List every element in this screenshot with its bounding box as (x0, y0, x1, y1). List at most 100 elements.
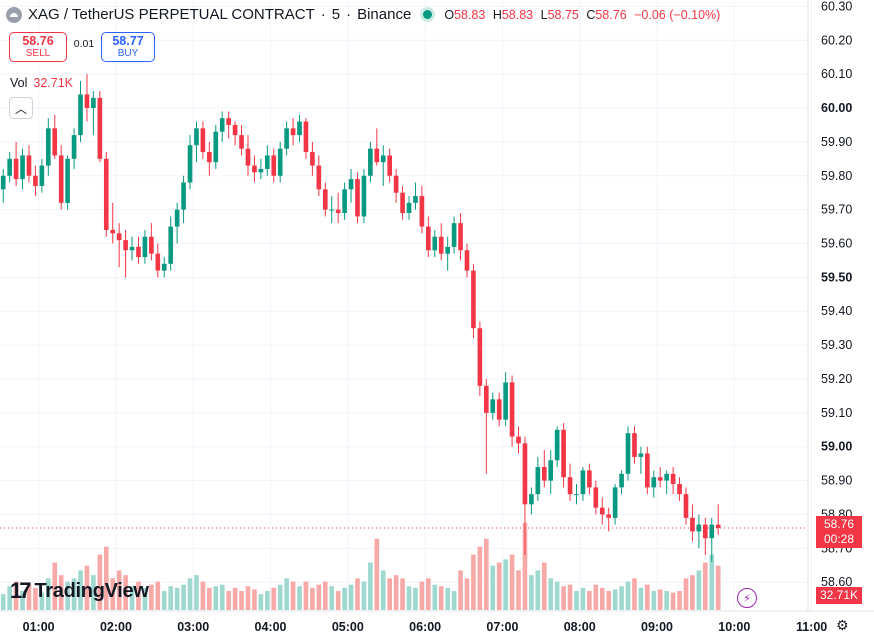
volume-bar (45, 578, 51, 610)
volume-bar (548, 578, 554, 610)
candle-body (438, 236, 444, 254)
tradingview-logo[interactable]: 17 TradingView (10, 578, 149, 604)
volume-bar (342, 587, 347, 610)
volume-bar (84, 565, 90, 610)
candle-body (264, 155, 270, 169)
volume-bar (419, 581, 425, 610)
volume-bar (149, 584, 154, 610)
volume-bar (522, 522, 528, 610)
volume-bar (310, 587, 315, 610)
candle-body (33, 175, 38, 186)
volume-bar (91, 575, 96, 610)
y-tick-label: 59.70 (821, 203, 852, 217)
volume-bar (496, 562, 502, 610)
bar-countdown: 00:28 (823, 532, 855, 546)
volume-bar (258, 594, 264, 610)
sell-label: SELL (25, 47, 51, 59)
volume-value-tag: 32.71K (816, 587, 862, 604)
candle-body (567, 477, 573, 495)
volume-bar (464, 578, 470, 610)
chart-legend-header: XAG / TetherUS PERPETUAL CONTRACT · 5 · … (6, 6, 724, 23)
volume-bar (632, 578, 637, 610)
volume-bar (426, 578, 431, 610)
y-tick-label: 59.10 (821, 406, 852, 420)
y-tick-label: 59.30 (821, 338, 852, 352)
sell-button[interactable]: 58.76 SELL (9, 32, 67, 62)
buy-button[interactable]: 58.77 BUY (101, 32, 155, 62)
candle-body (239, 135, 244, 149)
volume-bar (0, 594, 6, 610)
volume-bar (651, 591, 657, 610)
candle-body (252, 165, 257, 173)
volume-bar (567, 584, 573, 610)
volume-label: Vol (10, 76, 28, 90)
volume-bar (207, 587, 212, 610)
candle-body (245, 148, 251, 166)
collapse-legend-button[interactable]: ︿ (9, 97, 33, 119)
candle-body (258, 168, 264, 173)
candle-body (645, 453, 650, 488)
volume-bar (136, 581, 141, 610)
volume-bar (123, 575, 128, 610)
volume-bar (355, 578, 360, 610)
volume-legend[interactable]: Vol 32.71K (10, 76, 73, 90)
y-tick-label: 59.90 (821, 135, 852, 149)
candle-body (91, 97, 96, 109)
volume-bar (715, 565, 721, 610)
volume-bar (477, 546, 483, 610)
candle-body (155, 253, 161, 271)
candle-body (554, 429, 560, 461)
candle-body (587, 470, 592, 488)
candle-body (696, 524, 702, 532)
volume-bar (161, 591, 167, 610)
separator: · (346, 6, 352, 23)
volume-bar (516, 570, 521, 610)
volume-bar (554, 581, 560, 610)
volume-bar (451, 591, 457, 610)
volume-bar (702, 562, 708, 610)
volume-bar (574, 591, 579, 610)
symbol-name[interactable]: XAG / TetherUS PERPETUAL CONTRACT (28, 6, 315, 23)
candle-body (277, 148, 283, 176)
candle-body (310, 152, 315, 166)
candle-body (20, 155, 25, 180)
volume-bar (541, 562, 547, 610)
volume-bar (290, 581, 296, 610)
candle-body (213, 131, 219, 163)
grid-lines (0, 0, 813, 611)
volume-bar (194, 575, 199, 610)
x-tick-label: 05:00 (332, 620, 364, 634)
candle-body (290, 128, 296, 136)
volume-bar (329, 586, 335, 610)
volume-bar (599, 587, 605, 610)
volume-bar (606, 591, 612, 610)
candle-body (625, 433, 631, 474)
candle-body (194, 128, 199, 146)
candle-body (651, 477, 657, 488)
candle-body (297, 121, 302, 136)
candle-body (348, 179, 354, 190)
candle-body (683, 494, 689, 518)
y-tick-label: 60.30 (821, 0, 852, 13)
volume-bar (612, 589, 618, 610)
y-tick-label: 58.60 (821, 575, 852, 589)
candle-body (445, 246, 450, 254)
interval[interactable]: 5 (331, 6, 341, 23)
candle-body (329, 209, 335, 211)
candle-body (200, 128, 206, 153)
volume-bar (39, 592, 45, 610)
volume-bar (97, 554, 103, 610)
gear-icon[interactable]: ⚙ (836, 617, 849, 633)
candle-body (39, 165, 45, 186)
candle-body (13, 158, 19, 180)
candle-body (670, 473, 676, 484)
volume-bar (400, 578, 405, 610)
y-tick-label: 60.20 (821, 33, 852, 47)
candle-body (284, 128, 289, 149)
volume-bar (322, 581, 328, 610)
lightning-icon[interactable]: ⚡ (737, 588, 757, 608)
candle-body (451, 223, 457, 247)
x-tick-label: 04:00 (255, 620, 287, 634)
